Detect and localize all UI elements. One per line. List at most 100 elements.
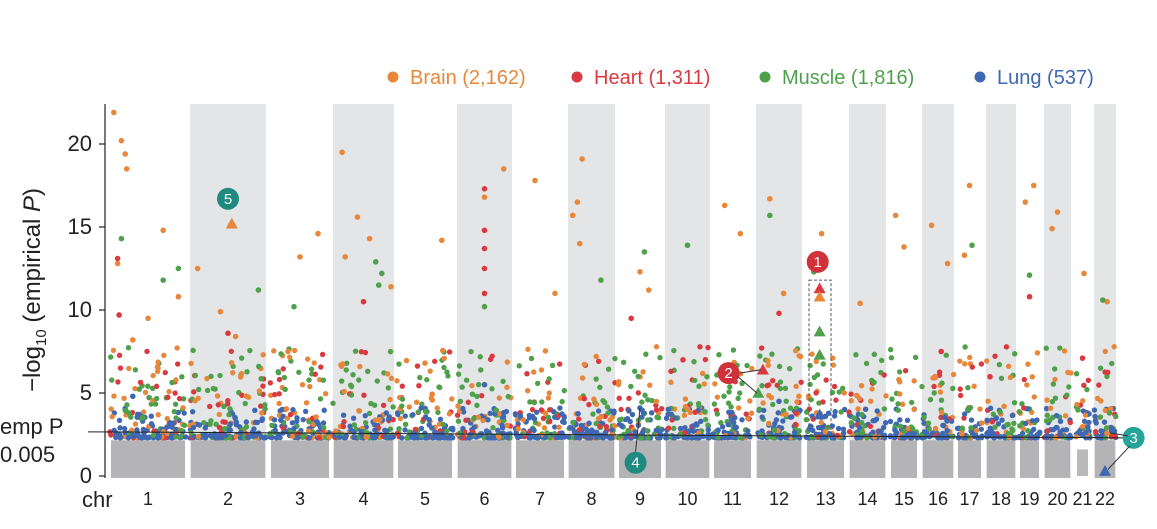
dense-point [546, 418, 553, 425]
dense-point [350, 372, 356, 378]
dense-point [465, 399, 471, 405]
dense-point [351, 429, 357, 435]
dense-point [957, 386, 963, 392]
baseline-cloud-chr1 [111, 440, 185, 478]
dense-point [146, 434, 153, 441]
dense-point [416, 382, 422, 389]
point-brain [579, 156, 585, 162]
y-axis: 0 5 10 15 20 [68, 104, 106, 488]
dense-point [747, 398, 753, 404]
dense-point [1113, 413, 1119, 420]
dense-point [140, 414, 146, 421]
dense-point [1066, 384, 1072, 390]
dense-point [1081, 418, 1088, 424]
legend: Brain (2,162) Heart (1,311) Muscle (1,816)… [387, 67, 1094, 89]
dense-point [446, 349, 453, 355]
dense-point [655, 415, 662, 421]
dense-point [313, 414, 319, 420]
dense-point [561, 419, 567, 426]
dense-point [593, 353, 599, 360]
baseline-cloud-chr6 [458, 440, 511, 478]
dense-point [969, 364, 976, 370]
dense-point [921, 414, 927, 420]
dense-point [202, 425, 208, 431]
dense-point [457, 430, 463, 436]
dense-point [1052, 376, 1058, 383]
dense-point [881, 406, 888, 412]
dense-point [504, 359, 511, 365]
point-brain [944, 260, 951, 267]
dense-point [166, 388, 172, 395]
dense-point [642, 392, 648, 398]
dense-point [219, 434, 225, 441]
dense-point [896, 376, 902, 383]
baseline-cloud-chr7 [516, 440, 564, 478]
baseline-cloud-chr19 [1020, 440, 1039, 478]
point-muscle [1026, 272, 1033, 278]
dense-point [926, 426, 932, 432]
dense-point [459, 384, 465, 390]
dense-point [736, 390, 743, 396]
dense-point [440, 421, 446, 428]
dense-point [1011, 399, 1018, 406]
dense-point [597, 423, 603, 429]
dense-point [500, 378, 506, 385]
dense-point [1062, 413, 1069, 419]
dense-point [681, 430, 688, 436]
dense-point [765, 362, 771, 368]
dense-point [1057, 345, 1063, 351]
dense-point [1109, 360, 1115, 367]
dense-point [874, 408, 880, 414]
dense-point [299, 381, 306, 388]
dense-point [1031, 394, 1037, 400]
dense-point [977, 406, 983, 412]
dense-point [1057, 431, 1063, 437]
dense-point [551, 409, 557, 415]
dense-point [387, 396, 393, 403]
dense-point [1001, 433, 1007, 440]
dense-point [173, 377, 179, 383]
dense-point [154, 364, 161, 370]
dense-point [539, 399, 545, 405]
data-points [111, 109, 1110, 474]
dense-point [769, 351, 775, 357]
dense-point [878, 357, 885, 364]
dense-point [488, 435, 494, 441]
leader-line [1109, 432, 1129, 437]
dense-point [968, 425, 974, 431]
dense-point [394, 378, 400, 384]
dense-point [271, 391, 278, 398]
dense-point [705, 435, 711, 441]
dense-point [931, 383, 937, 390]
dense-point [782, 431, 788, 437]
dense-point [787, 414, 794, 420]
point-brain [646, 287, 652, 293]
annotation-badge-3 [1122, 426, 1145, 449]
chr-label-13: 13 [815, 489, 835, 509]
dense-point [681, 412, 688, 419]
dense-point [1082, 412, 1089, 418]
dense-point [161, 352, 167, 358]
dense-point [1009, 412, 1016, 419]
point-brain [961, 252, 968, 259]
dense-point [538, 407, 545, 413]
dense-point [760, 400, 766, 406]
dense-point [705, 344, 711, 351]
dense-point [1047, 405, 1054, 411]
dense-point [1003, 344, 1010, 350]
dense-point [340, 412, 347, 418]
dense-point [692, 409, 698, 415]
baseline-cloud-chr15 [891, 440, 917, 478]
dense-point [271, 348, 277, 354]
dense-point [372, 417, 379, 423]
y-axis-label: −log10 (empirical P) [19, 188, 50, 392]
dense-point [1016, 409, 1023, 415]
dense-point [531, 416, 538, 422]
dense-point [318, 364, 324, 370]
dense-point [352, 348, 359, 354]
dense-point [337, 434, 343, 440]
baseline-cloud-chr18 [987, 440, 1015, 478]
dense-point [1073, 434, 1079, 440]
annotation-label-2: 2 [724, 365, 732, 382]
